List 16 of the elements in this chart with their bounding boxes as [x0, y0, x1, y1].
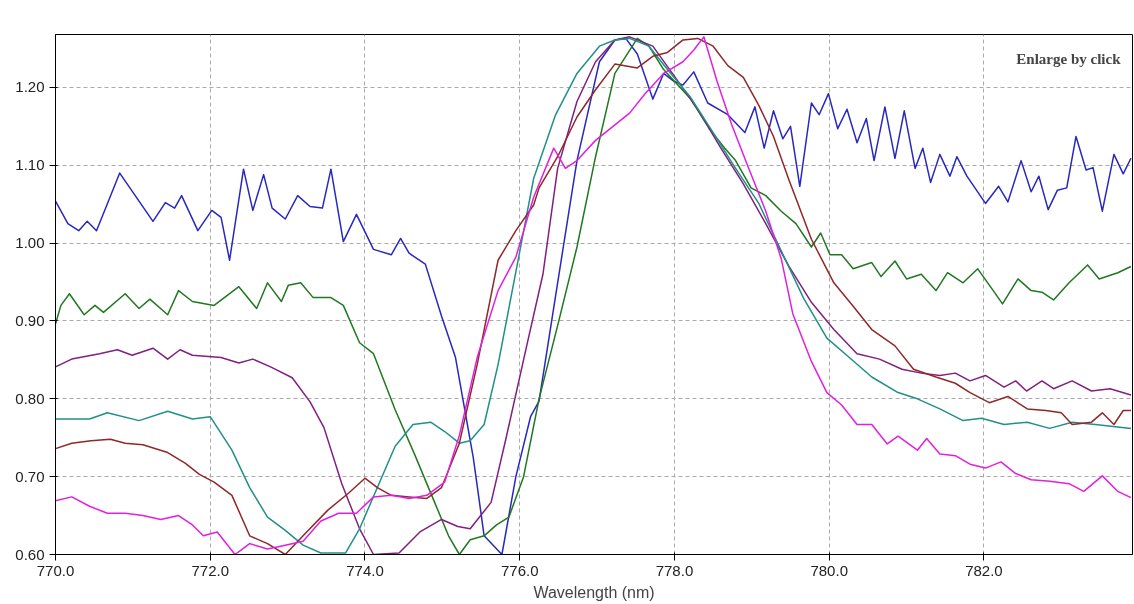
x-tick-label: 780.0 — [810, 561, 848, 579]
x-tick-label: 772.0 — [191, 561, 230, 579]
y-tick-label: 1.10 — [15, 156, 45, 174]
y-tick-label: 1.20 — [15, 78, 45, 96]
y-tick-label: 0.90 — [15, 311, 45, 329]
x-tick-label: 770.0 — [36, 561, 75, 579]
annotation: Enlarge by click — [1016, 50, 1122, 67]
x-tick-label: 774.0 — [346, 561, 384, 579]
x-tick-label: 778.0 — [655, 561, 694, 579]
x-axis-title: Wavelength (nm) — [533, 583, 655, 601]
y-tick-label: 0.70 — [15, 467, 45, 485]
y-tick-label: 0.60 — [15, 545, 45, 563]
y-tick-label: 1.00 — [15, 234, 45, 252]
x-tick-label: 782.0 — [965, 561, 1003, 579]
x-tick-label: 776.0 — [500, 561, 539, 579]
y-tick-label: 0.80 — [15, 389, 45, 407]
